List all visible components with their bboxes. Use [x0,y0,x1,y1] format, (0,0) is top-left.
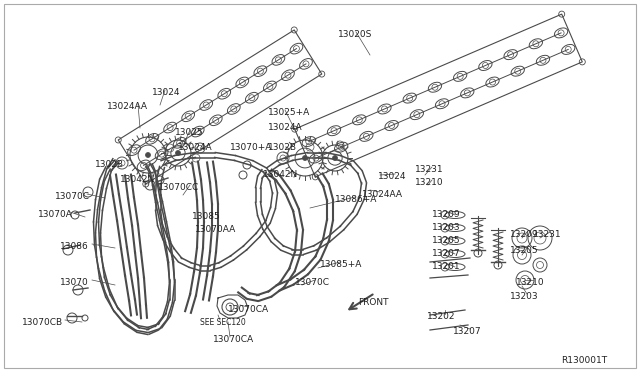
Text: 13070CA: 13070CA [228,305,269,314]
Text: 13025+A: 13025+A [268,108,310,117]
Text: 13024: 13024 [152,88,180,97]
Text: 13070: 13070 [60,278,89,287]
Text: 13020S: 13020S [338,30,372,39]
Circle shape [303,155,307,160]
Circle shape [333,155,337,160]
Text: FRONT: FRONT [358,298,388,307]
Circle shape [145,153,150,157]
Text: 13207: 13207 [432,249,461,258]
Text: 13024AA: 13024AA [362,190,403,199]
Text: R130001T: R130001T [561,356,607,365]
Circle shape [175,151,180,155]
Text: SEE SEC120: SEE SEC120 [200,318,246,327]
Text: 13210: 13210 [415,178,444,187]
Text: 13205: 13205 [432,236,461,245]
Text: 13203: 13203 [432,223,461,232]
Text: 13085: 13085 [192,212,221,221]
Text: 13024: 13024 [378,172,406,181]
Text: 13070C: 13070C [55,192,90,201]
Text: 1302B: 1302B [268,143,297,152]
Text: 13070CB: 13070CB [22,318,63,327]
Text: 13231: 13231 [415,165,444,174]
Text: 13024A: 13024A [178,143,212,152]
Text: 13085+A: 13085+A [320,260,362,269]
Text: 13042N: 13042N [263,170,298,179]
Text: 13209: 13209 [432,210,461,219]
Text: 13070CA: 13070CA [213,335,254,344]
Text: 13024AA: 13024AA [107,102,148,111]
Text: 13202: 13202 [427,312,456,321]
Text: 13086+A: 13086+A [335,195,378,204]
Text: 13209: 13209 [510,230,539,239]
Text: 13070CC: 13070CC [158,183,199,192]
Text: 13201: 13201 [432,262,461,271]
Text: 13207: 13207 [453,327,482,336]
Text: 13203: 13203 [510,292,539,301]
Text: 13231: 13231 [533,230,562,239]
Text: 13205: 13205 [510,246,539,255]
Text: 13025: 13025 [175,128,204,137]
Text: 13042N: 13042N [120,175,156,184]
Text: 13210: 13210 [516,278,545,287]
Text: 1302B: 1302B [95,160,124,169]
Text: 13070AA: 13070AA [195,225,236,234]
Text: 13070+A: 13070+A [230,143,273,152]
Text: 13070C: 13070C [295,278,330,287]
Text: 13070A: 13070A [38,210,73,219]
Text: 13086: 13086 [60,242,89,251]
Text: 13024A: 13024A [268,123,303,132]
